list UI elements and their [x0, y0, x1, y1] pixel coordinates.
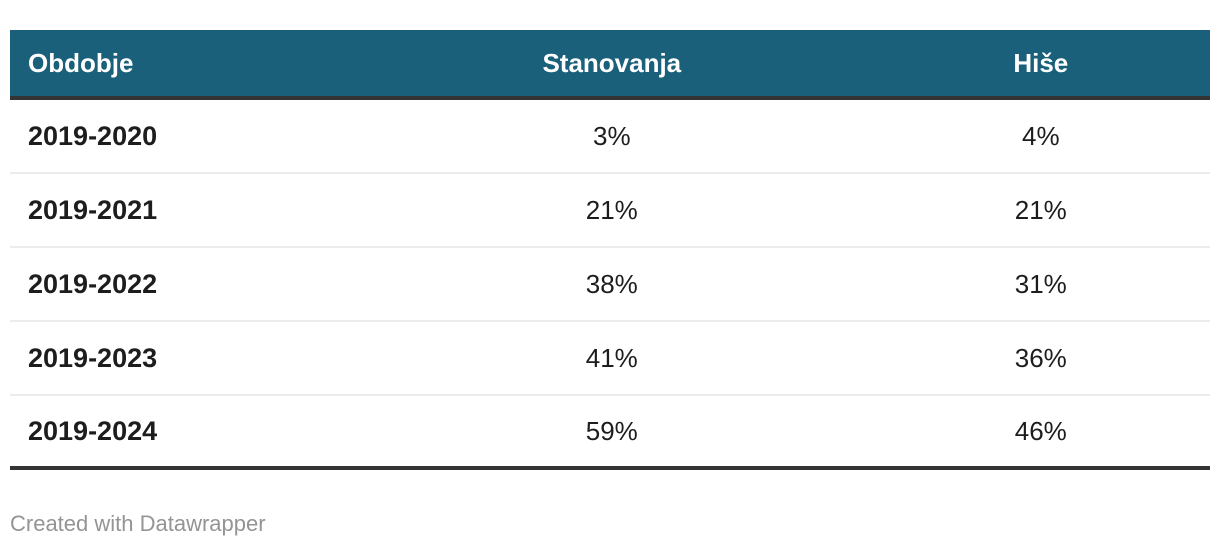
table-row: 2019-2022 38% 31% [10, 248, 1210, 322]
row-period-label: 2019-2022 [28, 268, 158, 299]
table-row: 2019-2021 21% 21% [10, 174, 1210, 248]
cell-stanovanja: 3% [593, 121, 631, 151]
table-header-row: Obdobje Stanovanja Hiše [10, 30, 1210, 100]
column-header-stanovanja: Stanovanja [542, 48, 682, 78]
cell-hise: 21% [1014, 195, 1067, 225]
row-period-label: 2019-2021 [28, 194, 158, 225]
cell-stanovanja: 59% [585, 416, 638, 446]
row-period-label: 2019-2024 [28, 415, 158, 446]
data-table: Obdobje Stanovanja Hiše 2019-2020 3% 4% … [10, 30, 1210, 470]
cell-hise: 46% [1014, 416, 1067, 446]
cell-stanovanja: 38% [585, 269, 638, 299]
row-period-label: 2019-2020 [28, 120, 158, 151]
table-row: 2019-2024 59% 46% [10, 396, 1210, 470]
cell-hise: 4% [1022, 121, 1060, 151]
cell-stanovanja: 21% [585, 195, 638, 225]
table-row: 2019-2020 3% 4% [10, 100, 1210, 174]
datawrapper-attribution: Created with Datawrapper [10, 511, 266, 536]
column-header-obdobje: Obdobje [28, 48, 134, 78]
cell-stanovanja: 41% [585, 343, 638, 373]
column-header-hise: Hiše [1013, 48, 1069, 78]
row-period-label: 2019-2023 [28, 342, 158, 373]
table-row: 2019-2023 41% 36% [10, 322, 1210, 396]
cell-hise: 36% [1014, 343, 1067, 373]
cell-hise: 31% [1014, 269, 1067, 299]
